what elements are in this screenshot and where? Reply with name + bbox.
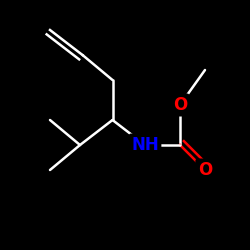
Text: O: O [198,161,212,179]
Text: O: O [173,96,187,114]
Text: NH: NH [131,136,159,154]
